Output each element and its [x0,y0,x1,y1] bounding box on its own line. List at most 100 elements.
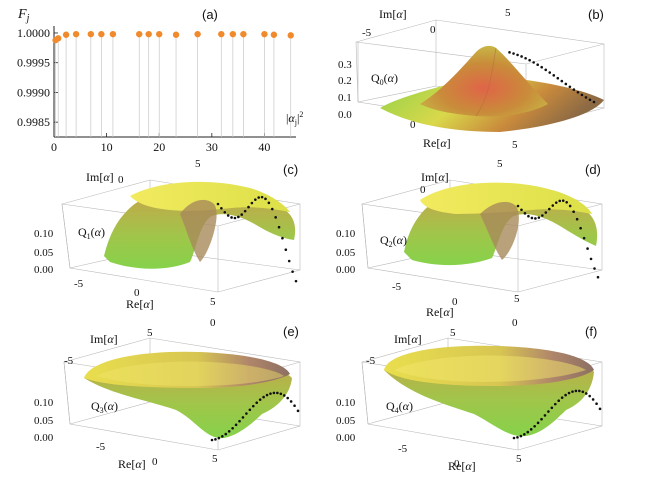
d-ytick-5: 5 [497,158,503,170]
e-xtick-m5: -5 [96,441,106,453]
e-xtick-0: 0 [152,456,158,468]
q4-dot [529,428,533,431]
q0-dot [588,98,592,102]
q2-dot [575,217,579,221]
q2-dot [548,207,551,211]
e-xtick-5: 5 [212,453,218,465]
panel-label-c: (c) [283,162,298,177]
d-ylabel: Im[α] [421,170,449,184]
q3-dot [286,396,289,400]
q3-dot [251,404,255,408]
q4-dot [512,436,516,440]
a-point [145,30,152,38]
q4-dot [516,436,519,439]
d-ztick-2: 0.00 [336,264,356,276]
q4-dot [550,406,554,410]
q0-dot [592,100,596,104]
a-point [240,30,247,38]
f-xtick-0: 0 [454,458,460,470]
d-xtick-m5: -5 [392,281,402,293]
q0-dot [540,65,544,69]
q2-dot [544,211,548,214]
q3-dot [255,401,259,405]
panel-c: Im[α] 0 5 0.10 0.05 0.00 Q1(α) -5 0 5 Re… [34,158,301,311]
q3-dot [224,432,228,436]
q0-dot [516,53,519,57]
panel-a: 0 10 20 30 40 1.0000 0.9995 0.9990 0.9985 Fj (a)… [17,7,303,154]
q4-dot [571,390,574,393]
a-xtick-label: 0 [51,140,57,154]
fidelity-plot: 0 10 20 30 40 1.0000 0.9995 0.9990 0.9985 [17,26,296,154]
q1-dot [237,215,240,219]
c-ytick-5: 5 [195,158,201,170]
a-ylabel: Fj [17,7,30,24]
q0-dot [512,52,515,55]
q3-dot [276,391,279,395]
a-ytick-label: 0.9995 [17,56,50,70]
q4-dot [553,402,557,406]
q0-dot [584,96,588,99]
q4-dot [578,389,581,393]
q4-dot [526,430,530,434]
q1-surface [104,181,296,269]
d-xtick-5: 5 [514,293,520,305]
q1-dot [264,197,267,201]
c-ztick-2: 0.00 [34,264,54,276]
q3-dot [262,395,265,399]
q0-dot [568,85,572,89]
f-xlabel: Re[α] [448,459,476,473]
q4-dot [598,407,602,411]
b-ztick-2: 0.1 [338,92,352,104]
q2-dot [527,214,530,218]
q1-dot [216,202,220,206]
f-ytick-5: 5 [450,327,456,339]
q4-dot [519,434,523,438]
q0-dot [564,82,568,86]
a-point [62,31,70,38]
e-ylabel: Im[α] [90,332,118,346]
q2-dot [523,212,527,215]
b-ztick-1: 0.2 [338,75,352,87]
panel-d: Im[α] 0 5 0.10 0.05 0.00 Q2(α) -5 0 5 Re… [336,158,603,319]
q4-surface [384,345,594,437]
b-ytick-m5: -5 [362,27,372,39]
f-ztick-1: 0.05 [336,415,356,427]
e-ztick-2: 0.00 [34,432,54,444]
q2-dot [537,216,541,219]
q0-dot [560,79,564,83]
q2-dot [530,216,534,220]
a-point [270,31,278,38]
q3-dot [231,426,234,430]
e-ytick-m5: -5 [64,355,74,367]
q1-dot [277,225,281,229]
q1-dot [230,216,233,219]
a-point [156,30,163,38]
q3-dot [269,392,272,395]
q2-dot [596,275,600,279]
q3-dot [293,404,296,408]
q2-surface [404,182,598,266]
q3-dot [265,393,269,397]
a-point [218,30,225,38]
e-ztick-1: 0.05 [34,415,54,427]
panel-e: Im[α] 5 0 -5 0.10 0.05 0.00 Q3(α) -5 0 5… [34,317,301,471]
e-ytick-5: 5 [147,327,153,339]
a-point [136,30,143,38]
q4-dot [523,433,526,436]
panel-f: Im[α] 5 0 -5 0.10 0.05 0.00 Q4(α) -5 0 5… [336,317,603,473]
q4-dot [543,414,547,417]
q1-dot [223,210,227,214]
a-xlabel: |αj|2 [286,110,303,127]
d-zlabel: Q2(α) [380,233,407,249]
q1-dotted-curve [216,195,298,283]
q1-dot [287,259,291,263]
q4-dot [591,398,595,401]
d-xlabel: Re[α] [426,305,454,319]
q1-dot [220,206,223,210]
q3-dot [272,391,276,395]
q2-dot [579,226,582,230]
d-ztick-0: 0.10 [336,228,356,240]
q2-dot [516,204,520,208]
q4-dot [540,417,543,421]
